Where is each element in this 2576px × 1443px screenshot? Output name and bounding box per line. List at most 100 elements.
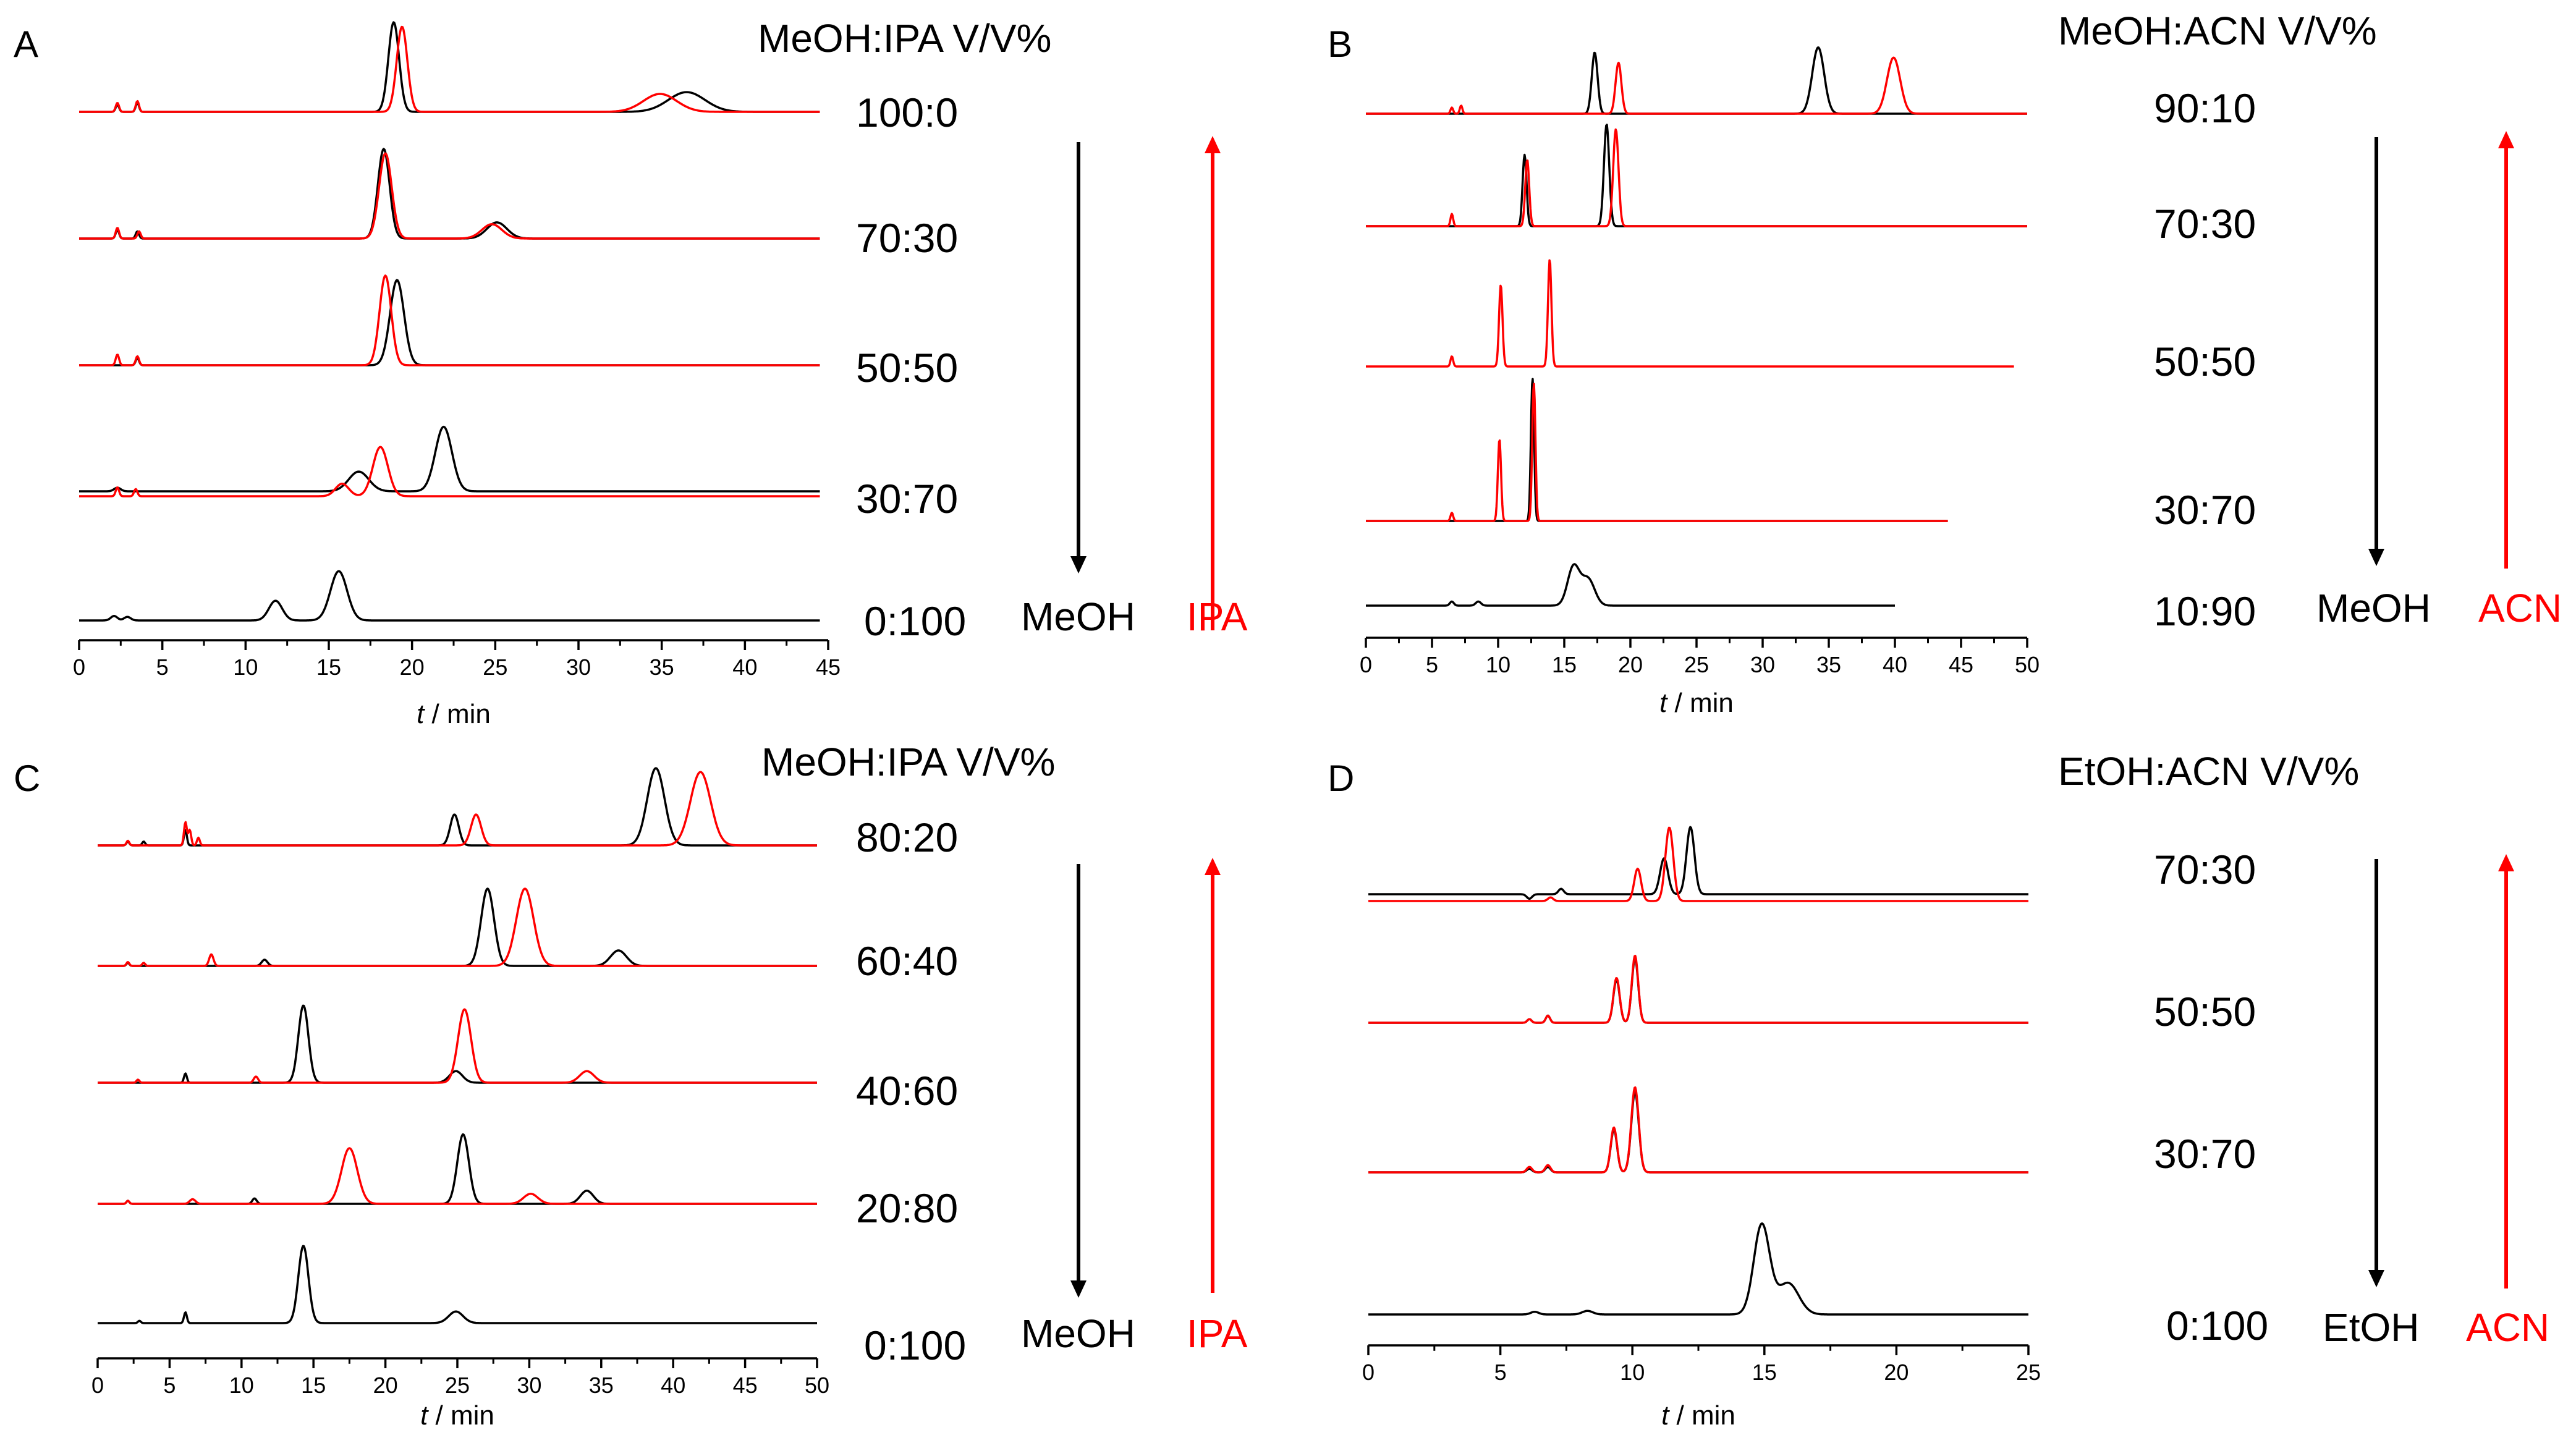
x-axis-label: t / min (420, 1400, 494, 1431)
chromatogram-black-70-30 (78, 148, 820, 240)
up-arrow-head (1205, 858, 1221, 875)
chromatogram-red-100-0 (78, 25, 820, 113)
chromatogram-traces (1368, 826, 2029, 1316)
x-tick-label: 25 (445, 1373, 470, 1398)
chromatogram-red-80-20 (97, 771, 818, 847)
ratio-label: 50:50 (2154, 989, 2256, 1035)
x-tick-label: 20 (400, 654, 425, 680)
x-tick-label: 45 (1949, 652, 1973, 677)
panel-d: D EtOH:ACN V/V% 70:30 50:50 30:70 0:100 … (1328, 749, 2549, 1431)
x-tick-label: 0 (1362, 1360, 1375, 1385)
ratio-label: 70:30 (2154, 847, 2256, 892)
x-axis: 0 5 10 15 20 25 30 35 40 45 50 t / min (1360, 637, 2040, 718)
panel-letter: A (14, 23, 38, 65)
chromatogram-black-50-50 (1368, 957, 2029, 1024)
down-label: EtOH (2323, 1305, 2419, 1350)
chromatogram-red-50-50 (78, 274, 820, 366)
x-tick-label: 35 (1816, 652, 1841, 677)
x-tick-label: 35 (589, 1373, 614, 1398)
panel-header: MeOH:IPA V/V% (761, 740, 1055, 784)
ratio-label: 0:100 (864, 598, 966, 644)
x-tick-label: 20 (373, 1373, 398, 1398)
x-tick-label: 25 (483, 654, 507, 680)
chromatogram-red-30-70 (1368, 1086, 2029, 1174)
chromatogram-red-90-10 (1365, 56, 2028, 115)
x-tick-label: 15 (1552, 652, 1577, 677)
x-tick-label: 0 (1360, 652, 1372, 677)
x-tick-label: 5 (156, 654, 169, 680)
x-tick-label: 15 (1752, 1360, 1777, 1385)
x-tick-label: 0 (73, 654, 85, 680)
chromatogram-black-0-100 (78, 570, 820, 622)
panel-header: MeOH:IPA V/V% (758, 16, 1051, 61)
panel-header: MeOH:ACN V/V% (2058, 9, 2377, 53)
ratio-labels: 70:30 50:50 30:70 0:100 (2154, 847, 2268, 1348)
ratio-label: 70:30 (856, 215, 958, 261)
x-tick-label: 20 (1618, 652, 1643, 677)
chromatogram-black-10-90 (1365, 563, 1896, 607)
panel-a: A MeOH:IPA V/V% 100:0 70:30 50:50 30:70 … (14, 16, 1248, 729)
x-tick-label: 40 (1883, 652, 1907, 677)
up-label: IPA (1187, 1311, 1248, 1356)
down-arrow-head (1070, 556, 1087, 573)
panel-letter: B (1328, 23, 1352, 65)
x-tick-label: 10 (229, 1373, 254, 1398)
chromatogram-black-90-10 (1365, 46, 2028, 115)
x-axis: 0 5 10 15 20 25 30 35 40 45 50 t / min (91, 1357, 829, 1431)
x-axis: 0 5 10 15 20 25 t / min (1362, 1344, 2041, 1431)
x-tick-label: 45 (816, 654, 841, 680)
chromatogram-red-30-70 (78, 446, 820, 497)
ratio-label: 10:90 (2154, 588, 2256, 634)
chromatogram-red-40-60 (97, 1008, 818, 1084)
chromatogram-red-70-30 (1368, 826, 2029, 902)
chromatogram-red-50-50 (1365, 259, 2015, 368)
chromatogram-black-70-30 (1365, 124, 2028, 227)
ratio-label: 20:80 (856, 1185, 958, 1231)
x-tick-label: 35 (650, 654, 674, 680)
ratio-label: 30:70 (2154, 487, 2256, 533)
x-tick-label: 5 (1494, 1360, 1507, 1385)
ratio-labels: 100:0 70:30 50:50 30:70 0:100 (856, 90, 966, 644)
x-tick-label: 20 (1884, 1360, 1909, 1385)
chromatogram-red-70-30 (1365, 128, 2028, 227)
chromatogram-black-60-40 (97, 887, 818, 967)
panel-header: EtOH:ACN V/V% (2058, 749, 2359, 793)
x-tick-label: 10 (233, 654, 258, 680)
chromatogram-black-0-100 (97, 1245, 818, 1324)
x-tick-label: 10 (1620, 1360, 1645, 1385)
x-tick-label: 40 (661, 1373, 685, 1398)
x-axis: 0 5 10 15 20 25 30 35 40 45 t / min (73, 639, 841, 729)
ratio-labels: 80:20 60:40 40:60 20:80 0:100 (856, 815, 966, 1368)
ratio-label: 0:100 (2166, 1303, 2268, 1348)
chromatogram-black-70-30 (1368, 826, 2029, 900)
down-label: MeOH (2316, 586, 2431, 630)
down-arrow-head (2368, 549, 2384, 566)
x-tick-label: 15 (301, 1373, 326, 1398)
x-tick-label: 0 (91, 1373, 104, 1398)
chromatogram-red-30-70 (1365, 383, 1949, 522)
x-tick-label: 15 (316, 654, 341, 680)
chromatogram-black-30-70 (1365, 378, 1949, 522)
panel-letter: D (1328, 758, 1354, 799)
chromatogram-black-30-70 (1368, 1091, 2029, 1174)
chromatogram-traces (97, 767, 818, 1324)
chromatogram-red-20-80 (97, 1147, 818, 1205)
ratio-label: 70:30 (2154, 201, 2256, 247)
chromatogram-black-100-0 (78, 21, 820, 113)
up-arrow-head (2498, 131, 2514, 148)
chromatogram-red-60-40 (97, 887, 818, 967)
ratio-label: 40:60 (856, 1068, 958, 1114)
x-tick-label: 5 (163, 1373, 176, 1398)
x-tick-label: 5 (1426, 652, 1438, 677)
x-axis-label: t / min (417, 699, 491, 729)
panel-b: B MeOH:ACN V/V% 90:10 70:30 50:50 30:70 … (1328, 9, 2562, 718)
x-axis-label: t / min (1659, 688, 1734, 718)
up-arrow-head (2498, 854, 2514, 871)
up-label: ACN (2478, 586, 2562, 630)
up-label: IPA (1187, 595, 1248, 639)
chromatogram-black-30-70 (78, 425, 820, 493)
x-tick-label: 10 (1486, 652, 1510, 677)
x-tick-label: 50 (2015, 652, 2040, 677)
x-tick-label: 45 (733, 1373, 758, 1398)
chromatogram-black-80-20 (97, 767, 818, 847)
